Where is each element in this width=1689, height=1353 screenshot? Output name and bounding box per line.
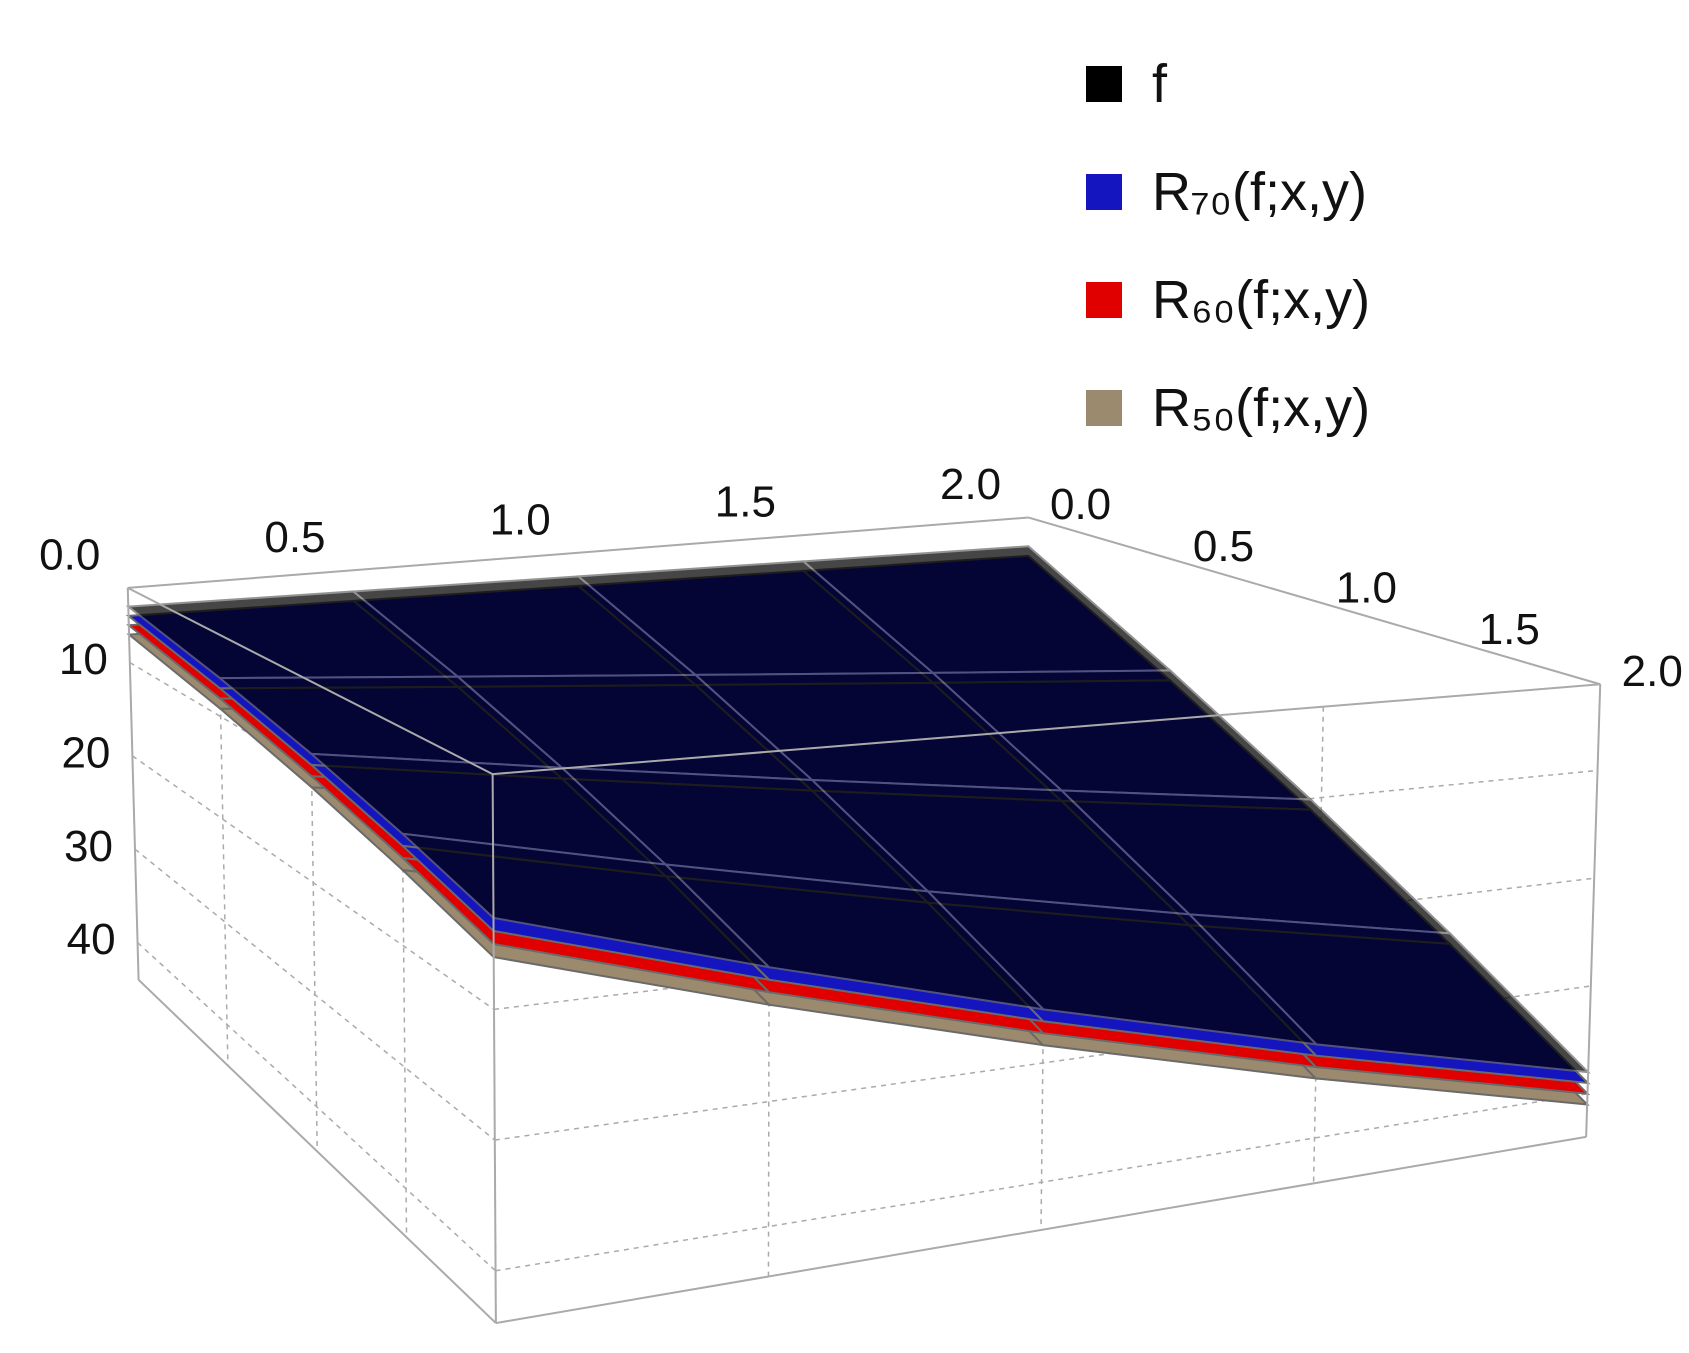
legend-swatch (1086, 282, 1122, 318)
box-edge (1585, 684, 1602, 1137)
surface (125, 545, 1591, 1074)
box-edge (126, 587, 140, 980)
box-edge (127, 516, 1029, 589)
y-tick-label: 2.0 (1622, 647, 1683, 696)
box-edge (127, 587, 494, 776)
x-tick-label: 0.5 (264, 513, 325, 562)
box-edge (1028, 516, 1601, 686)
grid-line (767, 751, 771, 1277)
legend-label: f (1152, 54, 1168, 114)
box-edge (491, 774, 497, 1324)
z-tick-label: 20 (61, 728, 110, 777)
legend: f R₇₀(f;x,y) R₆₀(f;x,y) R₅₀(f;x,y) (1086, 30, 1370, 462)
y-tick-label: 1.5 (1479, 605, 1540, 654)
y-tick-label: 1.0 (1336, 564, 1397, 613)
legend-label: R₆₀(f;x,y) (1152, 270, 1371, 330)
legend-swatch (1086, 390, 1122, 426)
grid-line (309, 681, 318, 1152)
legend-swatch (1086, 174, 1122, 210)
z-tick-label: 10 (59, 635, 108, 684)
x-tick-label: 1.0 (490, 495, 551, 544)
y-tick-label: 0.5 (1193, 522, 1254, 571)
legend-label: R₅₀(f;x,y) (1152, 378, 1371, 438)
z-tick-label: 40 (67, 915, 116, 964)
legend-item: f (1086, 30, 1370, 138)
grid-line (137, 941, 497, 1272)
x-tick-label: 0.0 (39, 531, 100, 580)
legend-label: R₇₀(f;x,y) (1152, 162, 1367, 222)
legend-swatch (1086, 66, 1122, 102)
box-edge (492, 683, 1601, 776)
x-tick-label: 1.5 (715, 478, 776, 527)
box-edge (137, 979, 497, 1324)
z-tick-label: 30 (64, 822, 113, 871)
legend-item: R₅₀(f;x,y) (1086, 354, 1370, 462)
legend-item: R₇₀(f;x,y) (1086, 138, 1370, 246)
y-tick-label: 0.0 (1050, 480, 1111, 529)
x-tick-label: 2.0 (940, 460, 1001, 509)
legend-item: R₆₀(f;x,y) (1086, 246, 1370, 354)
box-edge (495, 1135, 1587, 1325)
